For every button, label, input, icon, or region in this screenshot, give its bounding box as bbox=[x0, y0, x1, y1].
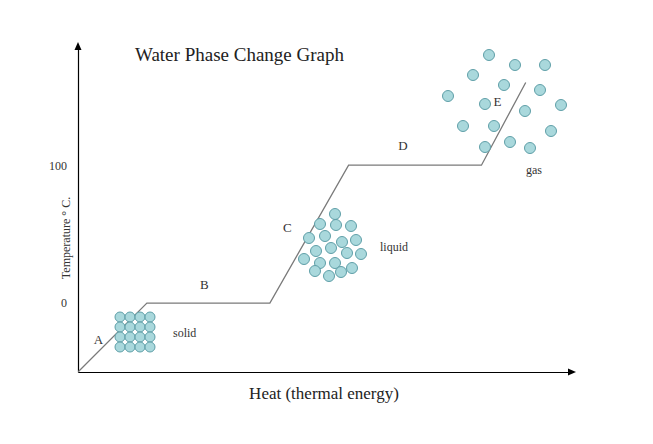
segment-label: D bbox=[398, 138, 407, 153]
particle bbox=[346, 221, 357, 232]
y-tick: 0 bbox=[61, 296, 78, 310]
solid-particles bbox=[115, 312, 155, 352]
particle bbox=[145, 332, 155, 342]
segment-label: C bbox=[283, 220, 292, 235]
particle bbox=[324, 271, 335, 282]
particle bbox=[540, 60, 551, 71]
segment-label: E bbox=[494, 94, 502, 109]
phase-label: liquid bbox=[380, 240, 408, 254]
chart: Water Phase Change Graph 0 100 Heat (therma… bbox=[0, 0, 653, 444]
particle bbox=[489, 121, 500, 132]
particle bbox=[145, 342, 155, 352]
particle bbox=[299, 254, 310, 265]
particle bbox=[135, 312, 145, 322]
particle bbox=[347, 263, 358, 274]
particle bbox=[443, 91, 454, 102]
particle bbox=[315, 219, 326, 230]
particle bbox=[505, 137, 516, 148]
title: Water Phase Change Graph bbox=[135, 44, 344, 65]
particle bbox=[510, 60, 521, 71]
y-tick-label: 100 bbox=[49, 159, 67, 173]
x-axis-line bbox=[79, 372, 571, 373]
particle bbox=[331, 220, 342, 231]
particle bbox=[525, 143, 536, 154]
particle bbox=[480, 142, 491, 153]
y-axis-line bbox=[78, 49, 79, 373]
heating-curve bbox=[78, 82, 526, 372]
particle bbox=[535, 85, 546, 96]
phase-label: solid bbox=[173, 326, 196, 340]
particle bbox=[546, 126, 557, 137]
particle bbox=[484, 50, 495, 61]
y-tick-label: 0 bbox=[61, 296, 67, 310]
particle bbox=[342, 248, 353, 259]
particle bbox=[520, 106, 531, 117]
particle bbox=[115, 332, 125, 342]
particle bbox=[337, 237, 348, 248]
x-axis bbox=[79, 372, 571, 373]
particle bbox=[135, 332, 145, 342]
segment-label: B bbox=[200, 277, 209, 292]
phase-label: gas bbox=[526, 163, 542, 177]
particle bbox=[320, 231, 331, 242]
y-axis: 0 100 bbox=[49, 49, 79, 373]
particle bbox=[115, 312, 125, 322]
particle bbox=[330, 209, 341, 220]
particle bbox=[125, 332, 135, 342]
x-arrow bbox=[568, 369, 576, 376]
plot-area bbox=[78, 82, 526, 372]
particle bbox=[125, 342, 135, 352]
particle bbox=[125, 322, 135, 332]
liquid-particles bbox=[299, 209, 367, 282]
particle bbox=[145, 322, 155, 332]
particle bbox=[356, 249, 367, 260]
x-axis-title: Heat (thermal energy) bbox=[249, 384, 399, 403]
gas-particles bbox=[443, 50, 567, 154]
segment-label: A bbox=[94, 332, 104, 347]
particle bbox=[115, 342, 125, 352]
particle bbox=[145, 312, 155, 322]
y-axis-title: Temperature ° C. bbox=[59, 197, 73, 279]
particle bbox=[480, 99, 491, 110]
particle bbox=[468, 70, 479, 81]
y-tick: 100 bbox=[49, 159, 78, 173]
particle bbox=[304, 233, 315, 244]
particle bbox=[311, 246, 322, 257]
particle bbox=[135, 322, 145, 332]
particle bbox=[115, 322, 125, 332]
particle bbox=[458, 121, 469, 132]
particle bbox=[326, 243, 337, 254]
particle bbox=[556, 100, 567, 111]
particle bbox=[499, 80, 510, 91]
particle bbox=[310, 266, 321, 277]
particle bbox=[336, 267, 347, 278]
y-arrow bbox=[75, 42, 82, 50]
particle bbox=[351, 235, 362, 246]
particle bbox=[125, 312, 135, 322]
particle bbox=[135, 342, 145, 352]
